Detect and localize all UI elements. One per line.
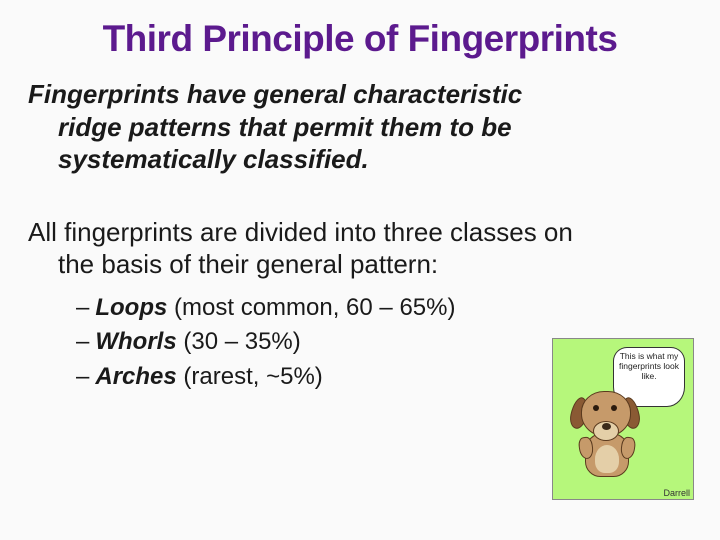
dash-icon: – — [76, 328, 89, 355]
slide-title: Third Principle of Fingerprints — [24, 18, 696, 60]
list-item: –Loops (most common, 60 – 65%) — [76, 291, 696, 326]
list-item-rest: (30 – 35%) — [177, 328, 301, 355]
dog-icon — [563, 381, 653, 479]
list-item-label: Arches — [95, 363, 176, 390]
cartoon-image: This is what my fingerprints look like. … — [552, 338, 694, 500]
cartoon-caption: Darrell — [663, 488, 690, 498]
list-item-rest: (rarest, ~5%) — [177, 363, 323, 390]
list-item-label: Loops — [95, 294, 167, 321]
dash-icon: – — [76, 294, 89, 321]
lead-line-2: ridge patterns that permit them to be — [28, 111, 696, 144]
lead-paragraph: Fingerprints have general characteristic… — [24, 78, 696, 176]
body-line-2: the basis of their general pattern: — [28, 248, 696, 281]
lead-line-3: systematically classified. — [28, 143, 696, 176]
lead-line-1: Fingerprints have general characteristic — [28, 79, 522, 109]
body-paragraph: All fingerprints are divided into three … — [24, 216, 696, 281]
list-item-label: Whorls — [95, 328, 176, 355]
dash-icon: – — [76, 363, 89, 390]
body-line-1: All fingerprints are divided into three … — [28, 217, 573, 247]
list-item-rest: (most common, 60 – 65%) — [167, 294, 455, 321]
